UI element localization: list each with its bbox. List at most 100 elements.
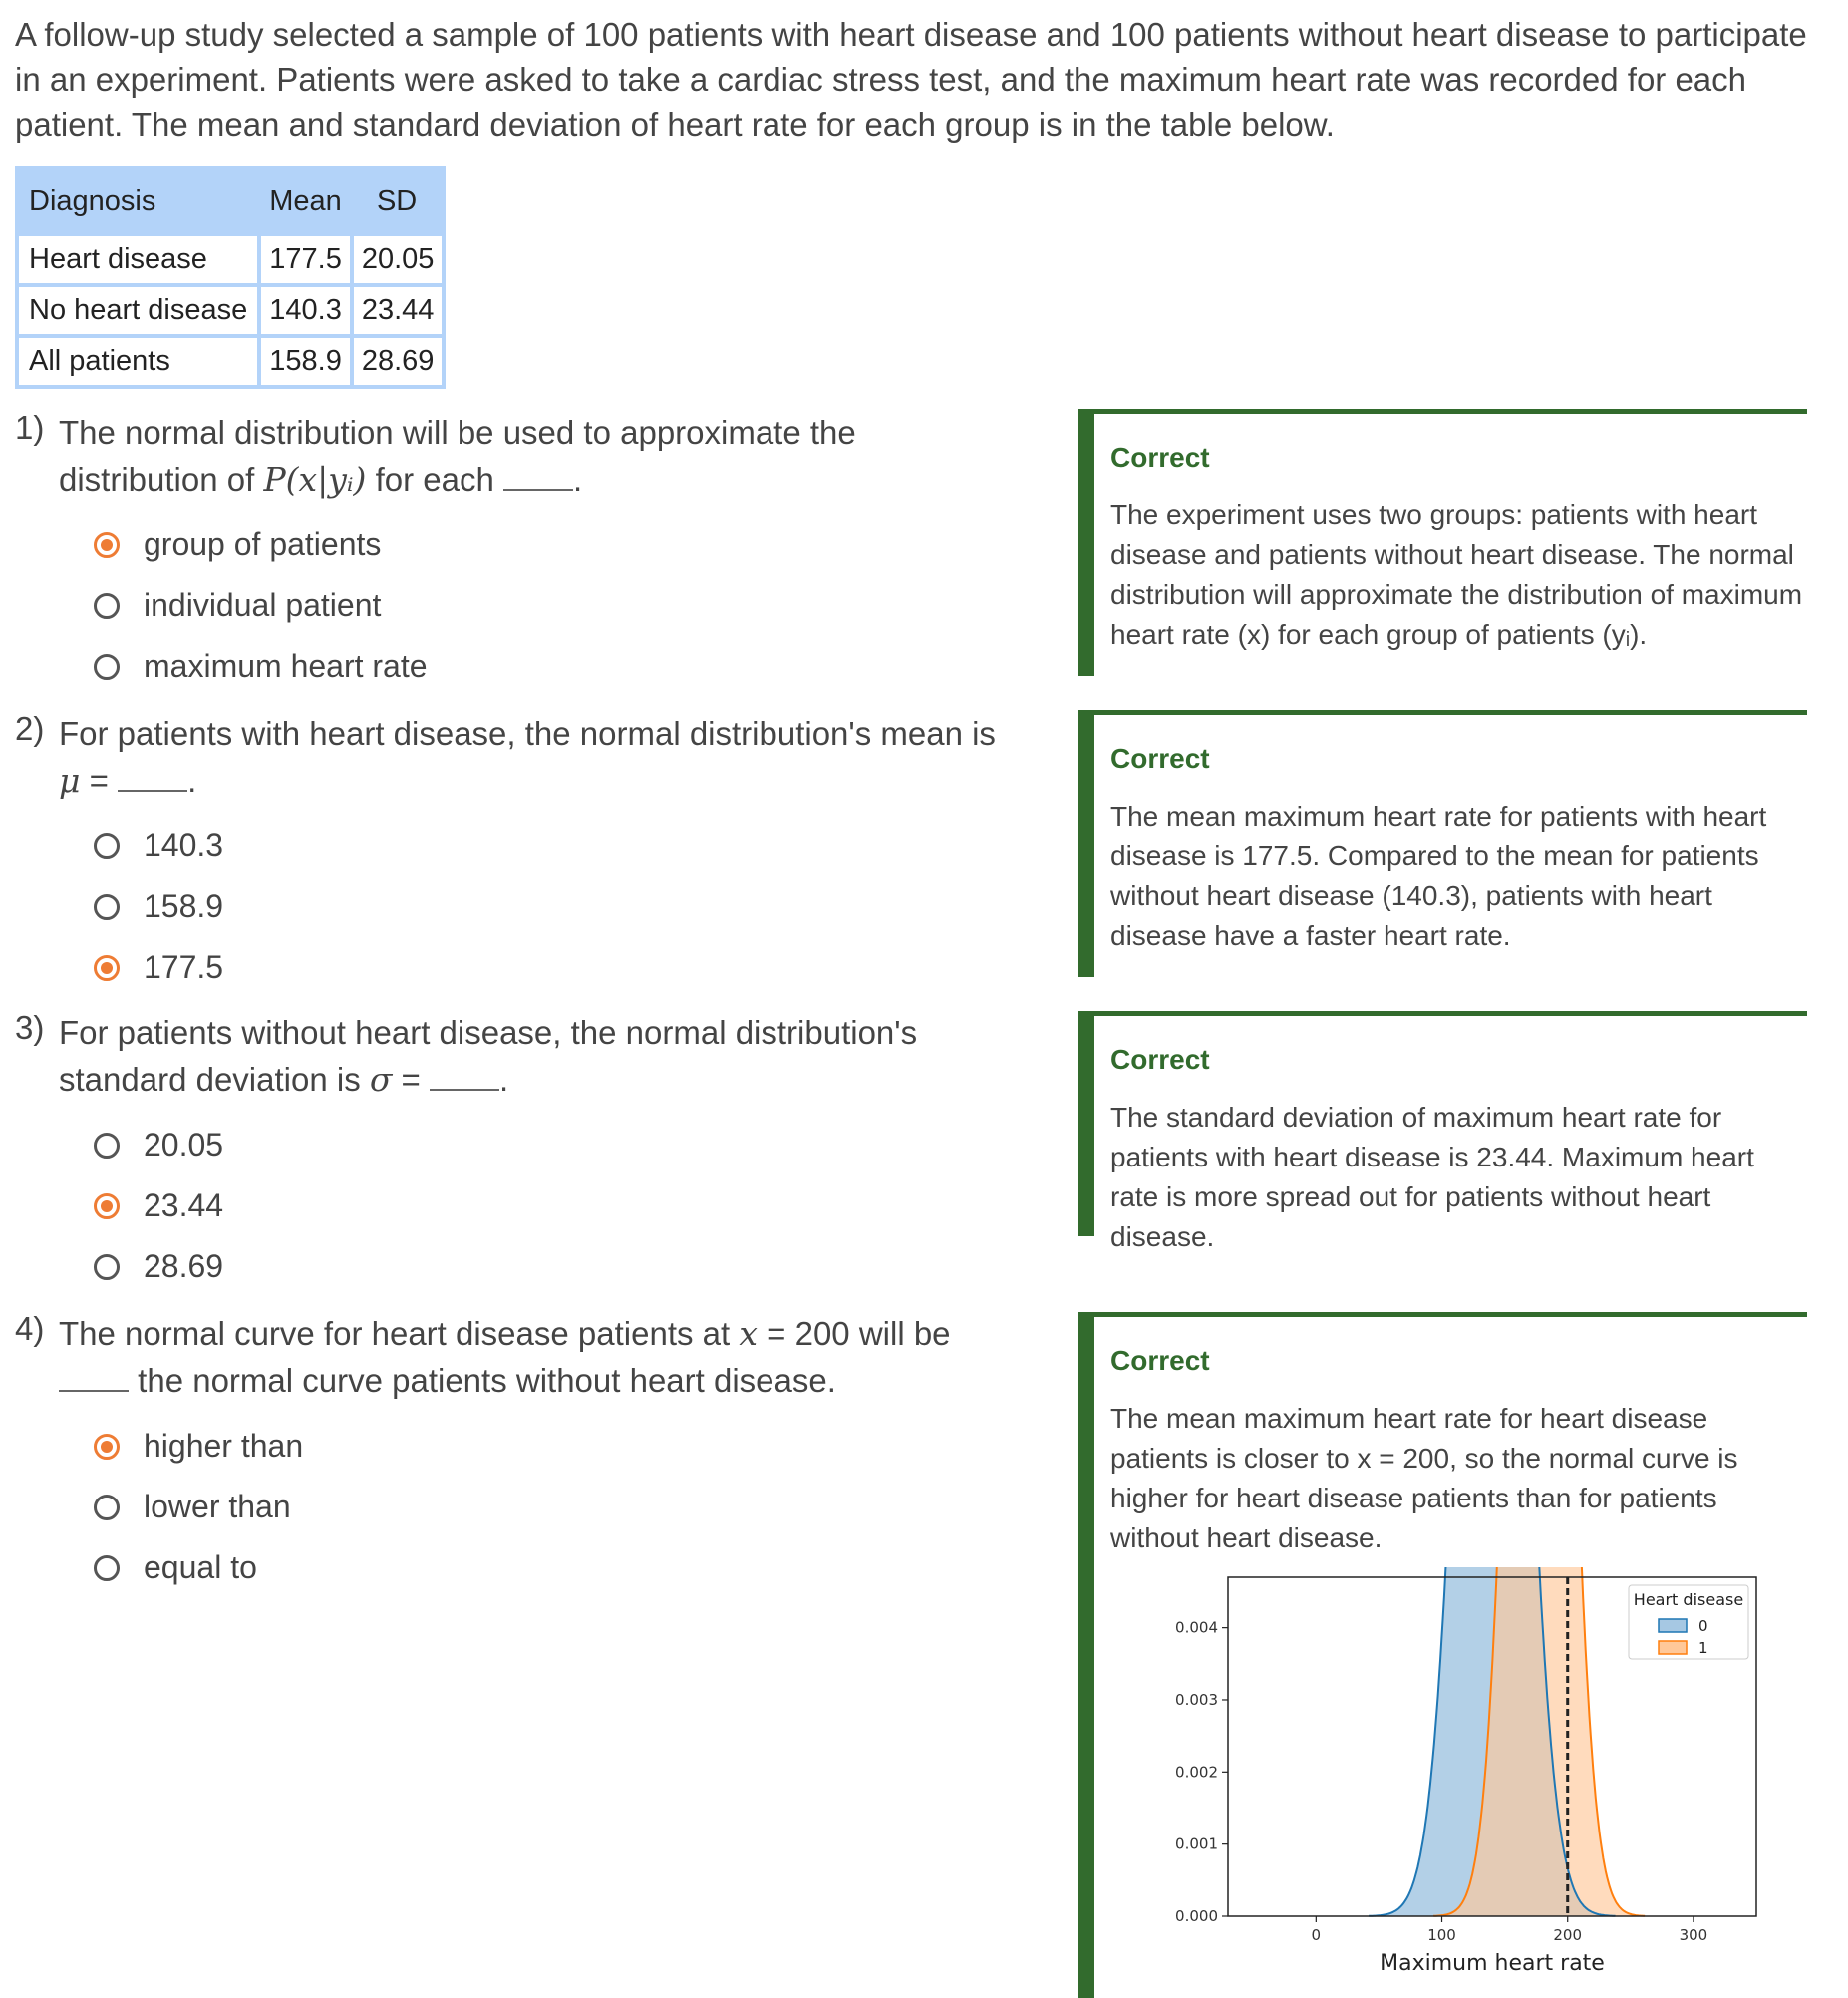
options-group: 140.3 158.9 177.5 — [94, 816, 1022, 998]
x-axis-label: Maximum heart rate — [1380, 1951, 1605, 1976]
option-label: individual patient — [144, 587, 382, 623]
option[interactable]: 140.3 — [94, 816, 1022, 876]
cell-mean: 140.3 — [257, 283, 354, 338]
table-row: Heart disease 177.5 20.05 — [14, 232, 447, 287]
cell-diagnosis: All patients — [14, 334, 262, 389]
feedback-box-2: Correct The mean maximum heart rate for … — [1078, 710, 1807, 977]
radio-button[interactable] — [94, 1253, 120, 1280]
answer-blank — [118, 762, 188, 792]
feedback-status: Correct — [1110, 743, 1210, 774]
header-sd: SD — [351, 168, 445, 234]
question-4: 4) The normal curve for heart disease pa… — [15, 1310, 1022, 1598]
question-1: 1) The normal distribution will be used … — [15, 409, 1022, 697]
y-tick-label: 0.000 — [1175, 1907, 1218, 1925]
x-tick-label: 300 — [1680, 1926, 1708, 1944]
legend-label-1: 1 — [1698, 1639, 1708, 1657]
radio-button[interactable] — [94, 1132, 120, 1159]
radio-button[interactable] — [94, 1433, 120, 1460]
answer-blank — [430, 1061, 499, 1091]
radio-button[interactable] — [94, 893, 120, 920]
question-3: 3) For patients without heart disease, t… — [15, 1009, 1022, 1297]
heart-rate-density-chart: 0 100 200 300 0.000 0.001 0.002 0.003 0.004 Maxim… — [1175, 1567, 1757, 1976]
question-number: 1) — [15, 409, 45, 446]
feedback-status: Correct — [1110, 1345, 1210, 1376]
option[interactable]: 23.44 — [94, 1175, 1022, 1236]
option-label: 23.44 — [144, 1187, 224, 1223]
cell-sd: 23.44 — [349, 283, 447, 338]
legend-label-0: 0 — [1698, 1617, 1708, 1635]
y-tick-label: 0.002 — [1175, 1763, 1218, 1781]
x-tick-label: 0 — [1312, 1926, 1322, 1944]
option[interactable]: individual patient — [94, 575, 1022, 636]
options-group: higher than lower than equal to — [94, 1416, 1022, 1598]
cell-diagnosis: Heart disease — [14, 232, 262, 287]
option[interactable]: 28.69 — [94, 1236, 1022, 1297]
header-diagnosis: Diagnosis — [17, 168, 260, 234]
option[interactable]: lower than — [94, 1477, 1022, 1537]
feedback-status: Correct — [1110, 442, 1210, 473]
radio-button[interactable] — [94, 592, 120, 619]
question-number: 4) — [15, 1310, 45, 1347]
radio-button[interactable] — [94, 1554, 120, 1581]
y-tick-label: 0.004 — [1175, 1619, 1218, 1637]
table-row: All patients 158.9 28.69 — [14, 334, 447, 389]
feedback-box-3: Correct The standard deviation of maximu… — [1078, 1011, 1807, 1252]
option[interactable]: higher than — [94, 1416, 1022, 1477]
option-label: 158.9 — [144, 888, 224, 924]
feedback-box-1: Correct The experiment uses two groups: … — [1078, 409, 1807, 676]
option[interactable]: equal to — [94, 1537, 1022, 1598]
legend-swatch-1 — [1658, 1640, 1688, 1655]
question-2: 2) For patients with heart disease, the … — [15, 710, 1022, 998]
question-number: 3) — [15, 1009, 45, 1046]
cell-mean: 158.9 — [257, 334, 354, 389]
radio-button[interactable] — [94, 832, 120, 859]
cell-sd: 28.69 — [349, 334, 447, 389]
y-tick-label: 0.001 — [1175, 1835, 1218, 1853]
legend-title: Heart disease — [1634, 1590, 1743, 1609]
plot-frame — [1227, 1576, 1757, 1917]
density-line-0 — [1369, 1567, 1616, 1917]
option[interactable]: 20.05 — [94, 1115, 1022, 1175]
stats-table: Diagnosis Mean SD Heart disease 177.5 20… — [14, 166, 447, 389]
cell-diagnosis: No heart disease — [14, 283, 262, 338]
answer-blank — [59, 1362, 129, 1392]
option-label: 140.3 — [144, 828, 224, 863]
x-tick-label: 200 — [1553, 1926, 1582, 1944]
math-expression: μ — [59, 761, 81, 800]
table-header-row: Diagnosis Mean SD — [17, 168, 445, 234]
question-text: For patients without heart disease, the … — [59, 1014, 918, 1099]
option-label: 20.05 — [144, 1127, 224, 1163]
density-line-1 — [1433, 1567, 1646, 1917]
feedback-explanation: The mean maximum heart rate for patients… — [1110, 801, 1767, 951]
math-expression: P(x|yᵢ) — [263, 460, 367, 499]
cell-mean: 177.5 — [257, 232, 354, 287]
cell-sd: 20.05 — [349, 232, 447, 287]
table-row: No heart disease 140.3 23.44 — [14, 283, 447, 338]
radio-button[interactable] — [94, 954, 120, 981]
option[interactable]: 158.9 — [94, 876, 1022, 937]
radio-button[interactable] — [94, 531, 120, 558]
feedback-status: Correct — [1110, 1044, 1210, 1075]
option[interactable]: 177.5 — [94, 937, 1022, 998]
option-label: 28.69 — [144, 1248, 224, 1284]
radio-button[interactable] — [94, 1192, 120, 1219]
option-label: equal to — [144, 1549, 257, 1585]
density-area-1 — [1433, 1567, 1646, 1916]
option-label: lower than — [144, 1489, 291, 1524]
answer-blank — [503, 461, 573, 491]
radio-button[interactable] — [94, 653, 120, 680]
question-text: The normal curve for heart disease patie… — [59, 1314, 951, 1399]
option-label: 177.5 — [144, 949, 224, 985]
option-label: group of patients — [144, 526, 382, 562]
option[interactable]: group of patients — [94, 514, 1022, 575]
option-label: higher than — [144, 1428, 304, 1464]
feedback-explanation: The standard deviation of maximum heart … — [1110, 1102, 1754, 1252]
radio-button[interactable] — [94, 1494, 120, 1520]
option-label: maximum heart rate — [144, 648, 428, 684]
option[interactable]: maximum heart rate — [94, 636, 1022, 697]
feedback-box-4: Correct The mean maximum heart rate for … — [1078, 1312, 1807, 1998]
feedback-explanation: The mean maximum heart rate for heart di… — [1110, 1403, 1738, 1553]
question-number: 2) — [15, 710, 45, 747]
x-tick-label: 100 — [1427, 1926, 1456, 1944]
options-group: 20.05 23.44 28.69 — [94, 1115, 1022, 1297]
